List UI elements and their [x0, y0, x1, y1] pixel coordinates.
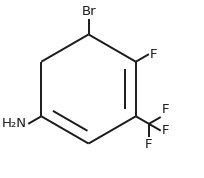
Text: Br: Br — [81, 6, 96, 19]
Text: H₂N: H₂N — [2, 117, 27, 130]
Text: F: F — [145, 138, 153, 151]
Text: F: F — [162, 103, 170, 116]
Text: F: F — [150, 48, 158, 61]
Text: F: F — [162, 124, 170, 137]
